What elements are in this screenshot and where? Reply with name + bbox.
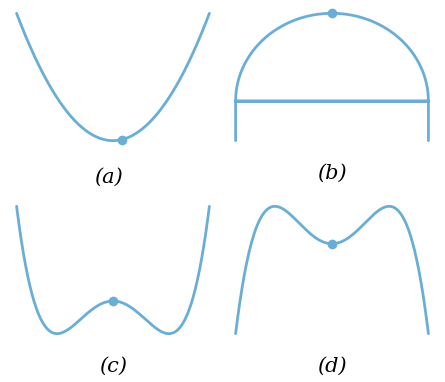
Text: (a): (a) <box>94 168 123 187</box>
Text: (d): (d) <box>317 357 347 376</box>
Text: (b): (b) <box>317 164 347 183</box>
Text: (c): (c) <box>99 357 127 376</box>
